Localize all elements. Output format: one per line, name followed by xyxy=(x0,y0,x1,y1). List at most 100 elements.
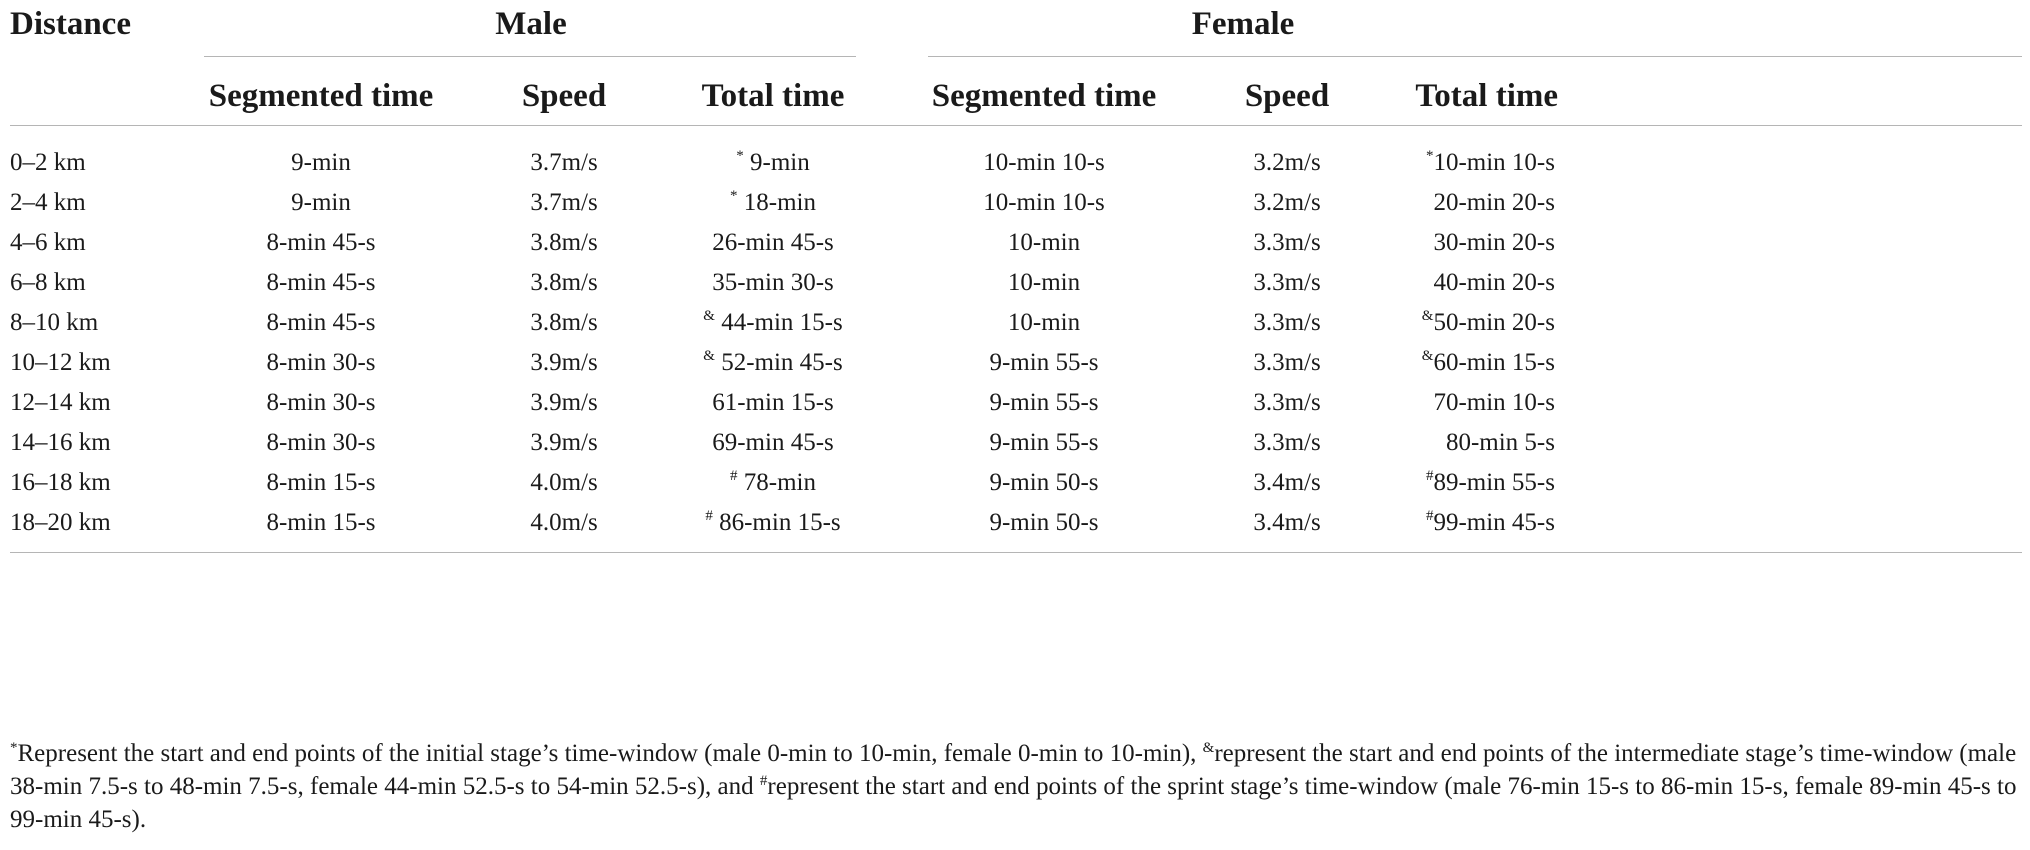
footnote-mark: * xyxy=(730,188,738,204)
cell-male-speed: 3.9m/s xyxy=(530,390,597,415)
cell-female-segmented-time: 9-min 55-s xyxy=(989,350,1098,375)
cell-value: 44-min 15-s xyxy=(721,309,843,336)
footnote-text: represent the start and end points of th… xyxy=(10,740,2017,800)
cell-male-speed: 4.0m/s xyxy=(530,470,597,495)
cell-female-speed: 3.3m/s xyxy=(1253,430,1320,455)
header-male-speed: Speed xyxy=(521,78,607,114)
footnote-text: represent the start and end points of th… xyxy=(10,773,2017,833)
cell-value: 0–2 km xyxy=(10,149,86,176)
cell-male-speed: 4.0m/s xyxy=(530,510,597,535)
cell-value: 8-min 45-s xyxy=(266,269,376,296)
cell-value: 3.9m/s xyxy=(530,349,598,376)
cell-value: 3.3m/s xyxy=(1253,309,1321,336)
cell-value: 3.8m/s xyxy=(530,309,598,336)
cell-male-speed: 3.7m/s xyxy=(530,190,597,215)
cell-male-total-time: * 18-min xyxy=(730,188,816,216)
cell-female-segmented-time: 9-min 55-s xyxy=(989,390,1098,415)
cell-female-total-time: 70-min 10-s xyxy=(1433,390,1555,415)
cell-value: 16–18 km xyxy=(10,469,111,496)
cell-value: 9-min 50-s xyxy=(989,469,1099,496)
cell-distance: 16–18 km xyxy=(10,470,111,495)
cell-male-segmented-time: 8-min 15-s xyxy=(266,510,375,535)
cell-male-segmented-time: 9-min xyxy=(291,150,351,175)
cell-value: 10-min 10-s xyxy=(983,189,1105,216)
cell-value: 3.3m/s xyxy=(1253,429,1321,456)
cell-value: 50-min 20-s xyxy=(1433,309,1555,336)
cell-male-segmented-time: 8-min 30-s xyxy=(266,350,375,375)
cell-distance: 8–10 km xyxy=(10,310,98,335)
cell-value: 8-min 30-s xyxy=(266,429,376,456)
header-female-segmented-time: Segmented time xyxy=(931,78,1157,114)
cell-female-speed: 3.4m/s xyxy=(1253,510,1320,535)
cell-value: 18–20 km xyxy=(10,509,111,536)
cell-value: 3.4m/s xyxy=(1253,469,1321,496)
cell-male-segmented-time: 8-min 30-s xyxy=(266,390,375,415)
cell-value: 80-min 5-s xyxy=(1445,429,1555,456)
cell-value: 26-min 45-s xyxy=(712,229,834,256)
cell-value: 52-min 45-s xyxy=(721,349,843,376)
cell-male-speed: 3.9m/s xyxy=(530,430,597,455)
cell-male-segmented-time: 8-min 45-s xyxy=(266,310,375,335)
cell-male-speed: 3.7m/s xyxy=(530,150,597,175)
cell-male-segmented-time: 9-min xyxy=(291,190,351,215)
table-footnote: *Represent the start and end points of t… xyxy=(10,737,2022,836)
cell-female-segmented-time: 9-min 50-s xyxy=(989,470,1098,495)
footnote-mark: # xyxy=(705,508,713,524)
cell-value: 8-min 30-s xyxy=(266,389,376,416)
cell-male-total-time: # 86-min 15-s xyxy=(705,508,841,536)
cell-value: 61-min 15-s xyxy=(712,389,834,416)
cell-female-speed: 3.2m/s xyxy=(1253,190,1320,215)
cell-female-speed: 3.3m/s xyxy=(1253,270,1320,295)
cell-male-total-time: 61-min 15-s xyxy=(712,390,834,415)
cell-value: 10–12 km xyxy=(10,349,111,376)
cell-female-segmented-time: 10-min 10-s xyxy=(983,150,1105,175)
header-bottom-rule xyxy=(10,125,2022,126)
header-female-speed: Speed xyxy=(1244,78,1330,114)
cell-value: 4–6 km xyxy=(10,229,86,256)
cell-female-total-time: 80-min 5-s xyxy=(1446,430,1555,455)
cell-value: 78-min xyxy=(743,469,816,496)
cell-female-total-time: #99-min 45-s xyxy=(1426,509,1555,536)
footnote-mark: * xyxy=(736,148,744,164)
cell-value: 4.0m/s xyxy=(530,509,598,536)
header-female-total-time: Total time xyxy=(1415,78,1558,114)
header-distance: Distance xyxy=(10,6,131,42)
cell-value: 8-min 45-s xyxy=(266,229,376,256)
cell-value: 4.0m/s xyxy=(530,469,598,496)
cell-value: 3.3m/s xyxy=(1253,389,1321,416)
cell-male-speed: 3.8m/s xyxy=(530,310,597,335)
cell-value: 86-min 15-s xyxy=(719,509,841,536)
cell-female-total-time: 30-min 20-s xyxy=(1433,230,1555,255)
header-male-segmented-time: Segmented time xyxy=(208,78,434,114)
cell-value: 35-min 30-s xyxy=(712,269,834,296)
cell-value: 2–4 km xyxy=(10,189,86,216)
footnote-text: Represent the start and end points of th… xyxy=(17,740,1203,767)
cell-value: 9-min xyxy=(291,189,351,216)
cell-value: 3.9m/s xyxy=(530,429,598,456)
cell-value: 8–10 km xyxy=(10,309,99,336)
cell-value: 60-min 15-s xyxy=(1433,349,1555,376)
cell-female-segmented-time: 9-min 50-s xyxy=(989,510,1098,535)
cell-female-total-time: &50-min 20-s xyxy=(1422,309,1555,336)
cell-value: 8-min 15-s xyxy=(266,509,376,536)
cell-distance: 6–8 km xyxy=(10,270,86,295)
footnote-mark: & xyxy=(703,348,715,364)
cell-distance: 4–6 km xyxy=(10,230,86,255)
cell-value: 3.3m/s xyxy=(1253,349,1321,376)
footnote-mark: # xyxy=(1425,468,1434,484)
cell-value: 3.9m/s xyxy=(530,389,598,416)
cell-male-total-time: 69-min 45-s xyxy=(712,430,834,455)
cell-male-segmented-time: 8-min 30-s xyxy=(266,430,375,455)
cell-value: 6–8 km xyxy=(10,269,86,296)
cell-value: 8-min 15-s xyxy=(266,469,376,496)
footnote-mark: # xyxy=(730,468,738,484)
cell-value: 3.7m/s xyxy=(530,189,598,216)
footnote-mark: * xyxy=(1425,148,1434,164)
cell-distance: 18–20 km xyxy=(10,510,111,535)
cell-distance: 10–12 km xyxy=(10,350,111,375)
cell-male-speed: 3.8m/s xyxy=(530,230,597,255)
footnote-mark: & xyxy=(1202,740,1215,756)
header-male: Male xyxy=(495,6,567,42)
cell-value: 10-min 10-s xyxy=(1433,149,1555,176)
cell-value: 12–14 km xyxy=(10,389,111,416)
